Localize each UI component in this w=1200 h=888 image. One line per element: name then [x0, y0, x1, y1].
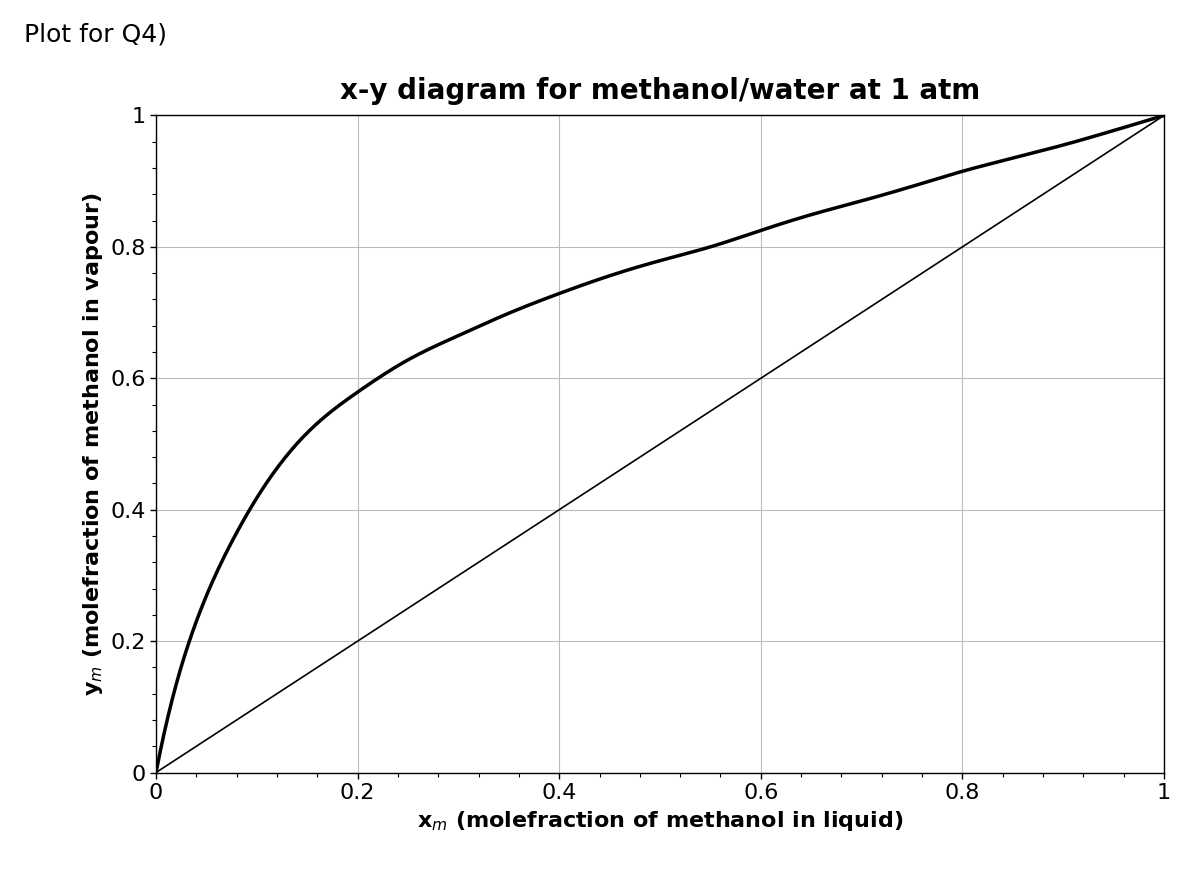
X-axis label: x$_m$ (molefraction of methanol in liquid): x$_m$ (molefraction of methanol in liqui… [416, 809, 904, 833]
Title: x-y diagram for methanol/water at 1 atm: x-y diagram for methanol/water at 1 atm [340, 76, 980, 105]
Y-axis label: y$_m$ (molefraction of methanol in vapour): y$_m$ (molefraction of methanol in vapou… [80, 192, 104, 696]
Text: Plot for Q4): Plot for Q4) [24, 22, 167, 46]
